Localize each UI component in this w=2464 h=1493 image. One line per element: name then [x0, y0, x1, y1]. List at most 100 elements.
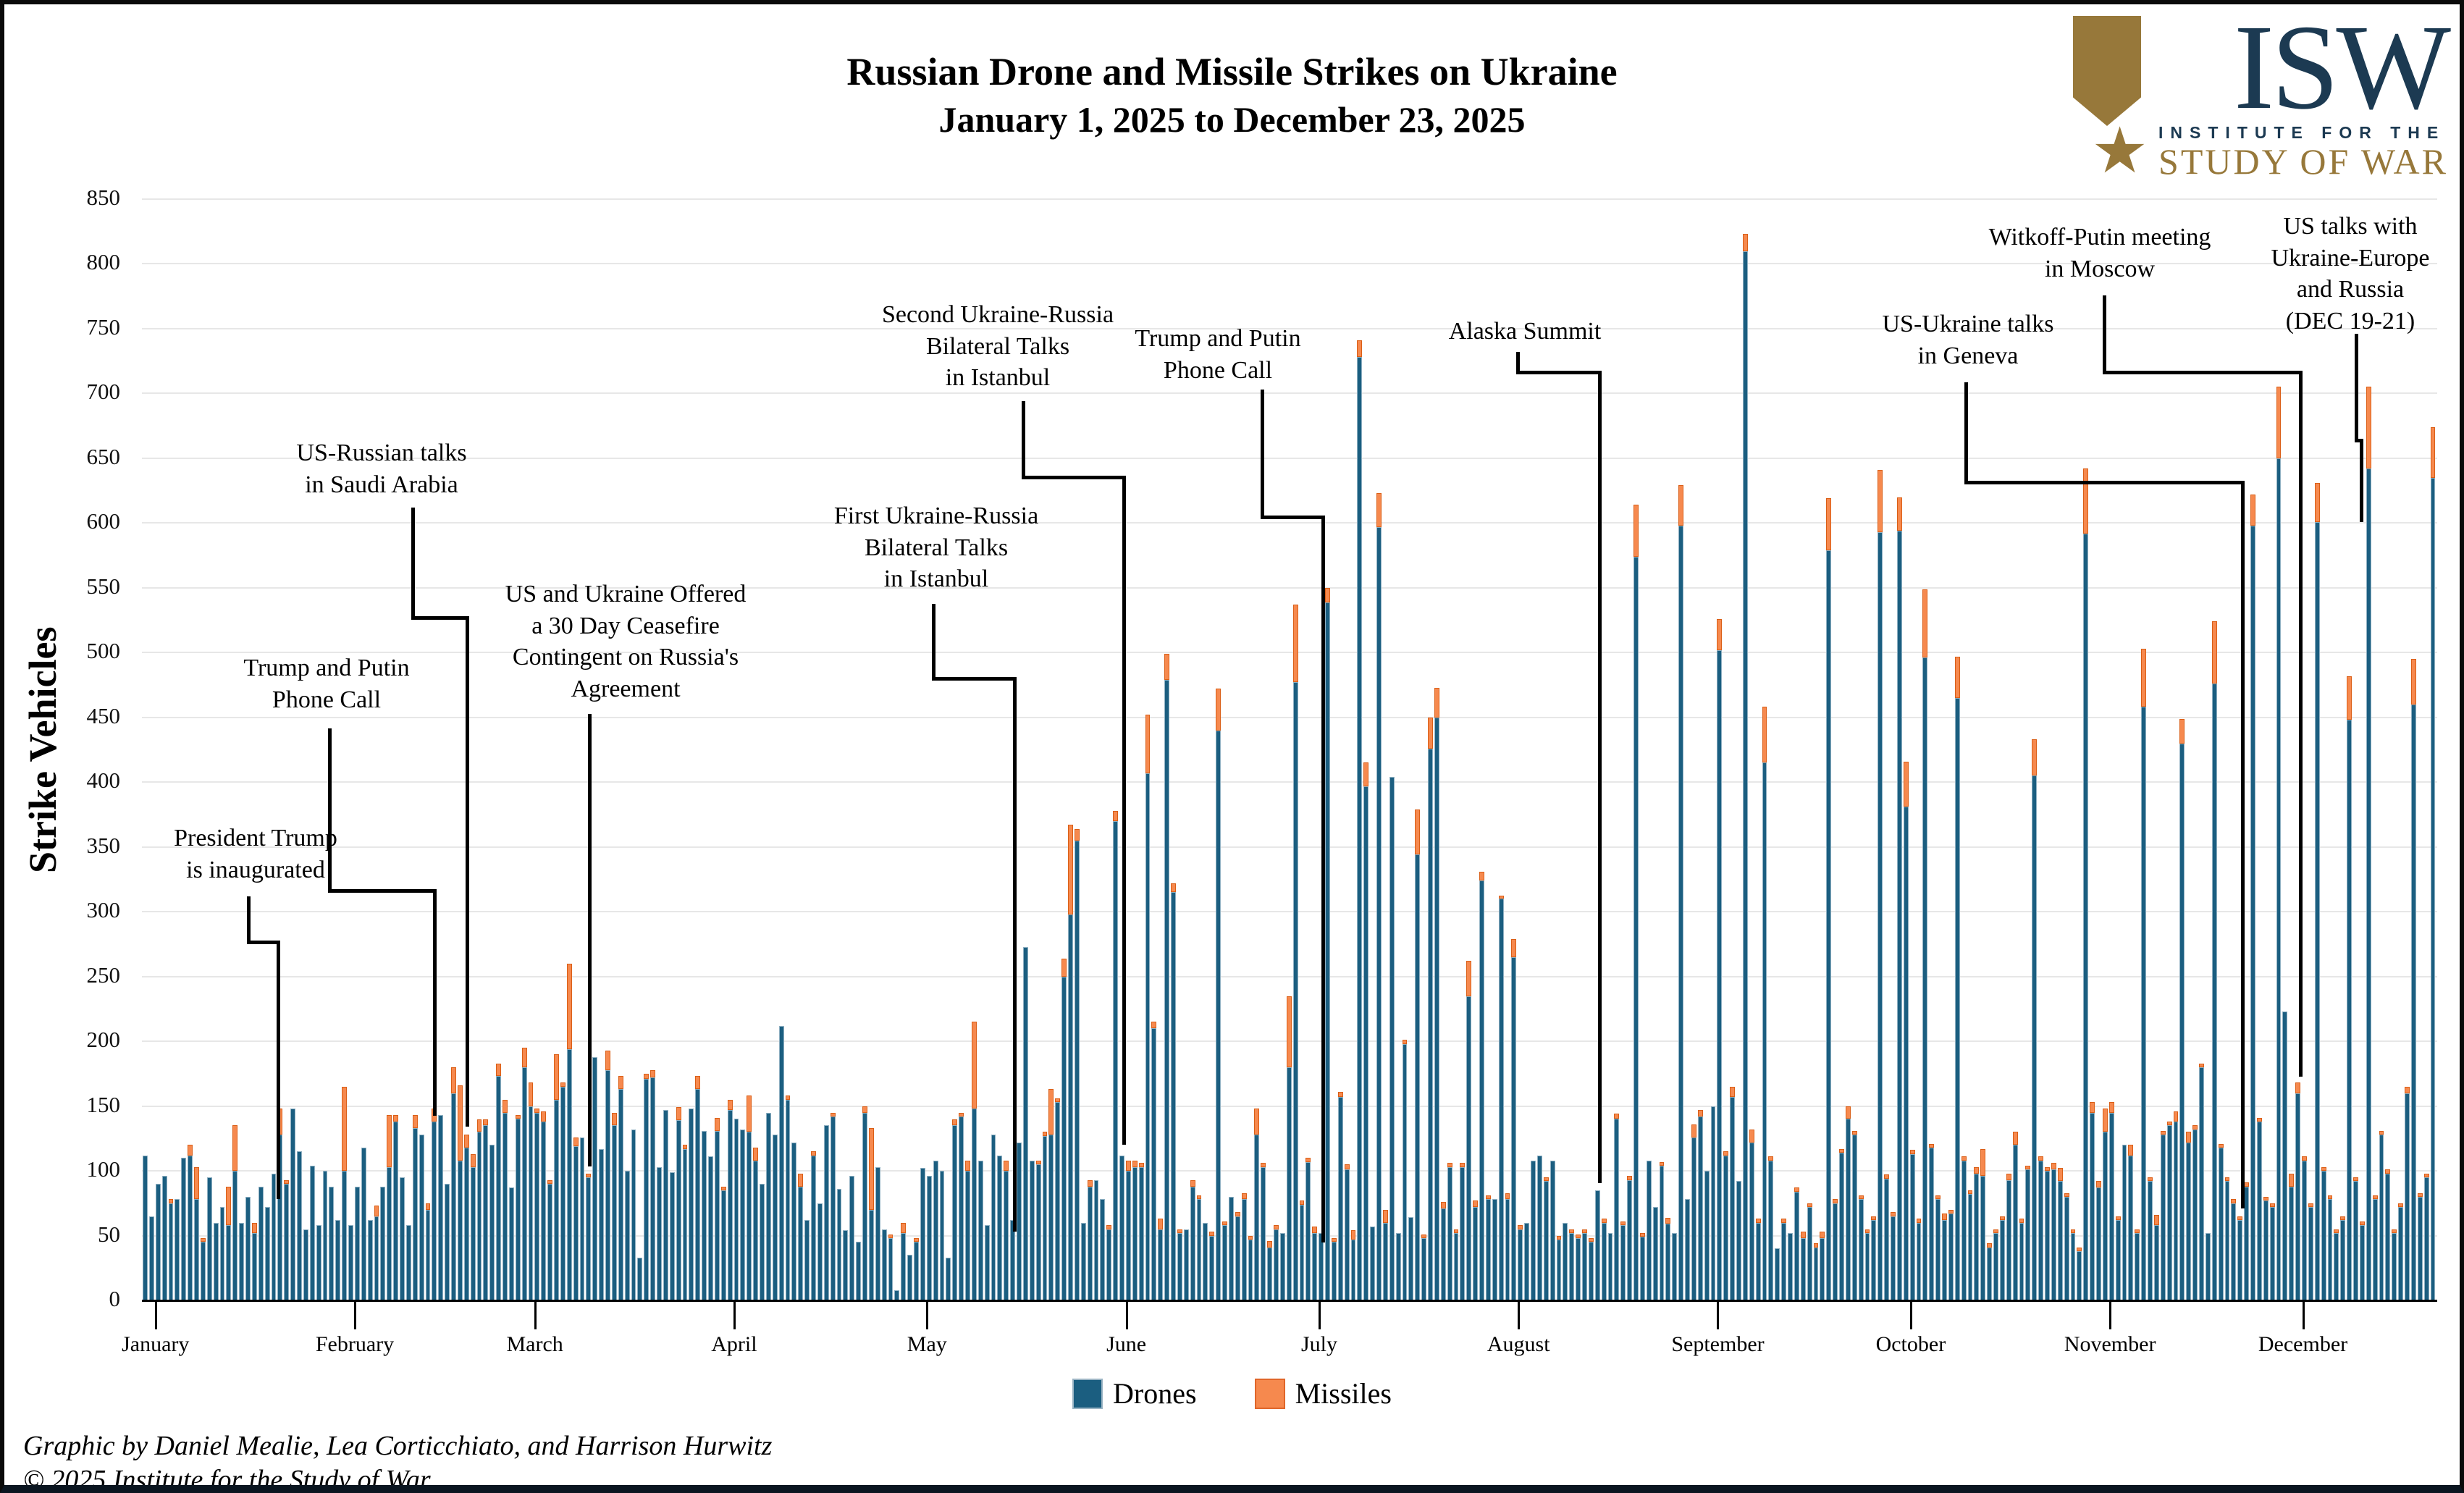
x-tick-label: April	[711, 1332, 757, 1356]
bar	[1530, 199, 1536, 1300]
drones-segment	[1896, 531, 1902, 1300]
bar	[1440, 199, 1447, 1300]
drones-segment	[1742, 251, 1748, 1300]
drones-segment	[901, 1232, 907, 1300]
bar	[1710, 199, 1717, 1300]
drones-segment	[2115, 1220, 2121, 1300]
bar	[1421, 199, 1427, 1300]
drones-segment	[2379, 1134, 2384, 1300]
missiles-segment	[1697, 1109, 1703, 1116]
legend: Drones Missiles	[4, 1376, 2460, 1410]
drones-segment	[1042, 1135, 1048, 1300]
missiles-segment	[720, 1186, 726, 1190]
bar	[2051, 199, 2057, 1300]
missiles-segment	[1620, 1221, 1626, 1226]
drones-segment	[2148, 1181, 2153, 1300]
bar	[2012, 199, 2019, 1300]
bar	[1691, 199, 1697, 1300]
bar	[521, 199, 528, 1300]
x-tick	[2109, 1302, 2112, 1329]
drones-segment	[2423, 1177, 2429, 1300]
drones-segment	[2141, 707, 2146, 1300]
drones-segment	[1903, 807, 1909, 1300]
drones-segment	[303, 1229, 308, 1300]
bar	[759, 199, 765, 1300]
x-tick-label: August	[1487, 1332, 1550, 1356]
missiles-segment	[952, 1119, 958, 1126]
drones-segment	[258, 1186, 264, 1300]
missiles-segment	[2090, 1102, 2095, 1113]
bar	[2250, 199, 2256, 1300]
missiles-segment	[2032, 739, 2038, 776]
missiles-segment	[425, 1203, 431, 1210]
bar	[1742, 199, 1749, 1300]
missiles-segment	[457, 1085, 463, 1161]
missiles-segment	[1800, 1232, 1806, 1239]
missiles-segment	[1948, 1209, 1954, 1214]
bar	[264, 199, 271, 1300]
bar	[251, 199, 258, 1300]
bar	[1253, 199, 1260, 1300]
bar	[2391, 199, 2397, 1300]
missiles-segment	[1717, 618, 1723, 650]
bar	[1498, 199, 1505, 1300]
drones-segment	[2353, 1181, 2358, 1300]
bar	[643, 199, 649, 1300]
bar	[1588, 199, 1594, 1300]
drones-segment	[1891, 1216, 1896, 1300]
bar	[335, 199, 341, 1300]
bar	[219, 199, 226, 1300]
drones-segment	[1132, 1166, 1138, 1300]
drones-segment	[2372, 1199, 2378, 1300]
x-tick-label: December	[2258, 1332, 2348, 1356]
drones-segment	[1274, 1229, 1279, 1300]
bar	[1851, 199, 1858, 1300]
drones-segment	[457, 1160, 463, 1300]
x-tick-label: March	[506, 1332, 563, 1356]
bar	[2288, 199, 2295, 1300]
missiles-segment	[2186, 1132, 2192, 1143]
missiles-segment	[503, 1099, 508, 1113]
drones-segment	[374, 1216, 379, 1300]
bar	[1948, 199, 1954, 1300]
drones-segment	[740, 1129, 746, 1300]
x-tick	[534, 1302, 537, 1329]
missiles-segment	[1177, 1229, 1182, 1233]
bar	[1774, 199, 1780, 1300]
missiles-segment	[1376, 493, 1382, 527]
missiles-segment	[1601, 1219, 1607, 1223]
missiles-segment	[2192, 1125, 2198, 1130]
drones-segment	[760, 1183, 765, 1300]
annotation-leader-line	[328, 728, 332, 889]
bar	[694, 199, 701, 1300]
drones-segment	[1022, 946, 1028, 1300]
missiles-segment	[1055, 1098, 1061, 1103]
missiles-segment	[1916, 1219, 1922, 1223]
missiles-segment	[1781, 1219, 1786, 1223]
drones-segment	[2327, 1199, 2333, 1300]
bar	[1395, 199, 1402, 1300]
missiles-segment	[2263, 1196, 2269, 1201]
drones-segment	[2083, 533, 2089, 1300]
missiles-segment	[1125, 1160, 1131, 1172]
drones-segment	[997, 1155, 1003, 1300]
drones-segment	[1357, 357, 1363, 1300]
drones-segment	[271, 1173, 277, 1300]
drones-segment	[573, 1146, 579, 1300]
drones-segment	[1466, 996, 1472, 1300]
bar	[374, 199, 380, 1300]
bar	[502, 199, 508, 1300]
bar	[900, 199, 907, 1300]
bar	[296, 199, 303, 1300]
drones-segment	[361, 1147, 366, 1300]
missiles-segment	[2398, 1203, 2403, 1208]
isw-acronym: ISW	[2072, 7, 2451, 128]
y-tick-label: 650	[86, 443, 121, 469]
bar	[1453, 199, 1460, 1300]
drones-segment	[1183, 1229, 1189, 1300]
drones-segment	[1833, 1203, 1838, 1300]
drones-segment	[637, 1257, 643, 1300]
missiles-segment	[1518, 1225, 1523, 1229]
drones-segment	[1614, 1119, 1620, 1300]
bar	[1292, 199, 1299, 1300]
